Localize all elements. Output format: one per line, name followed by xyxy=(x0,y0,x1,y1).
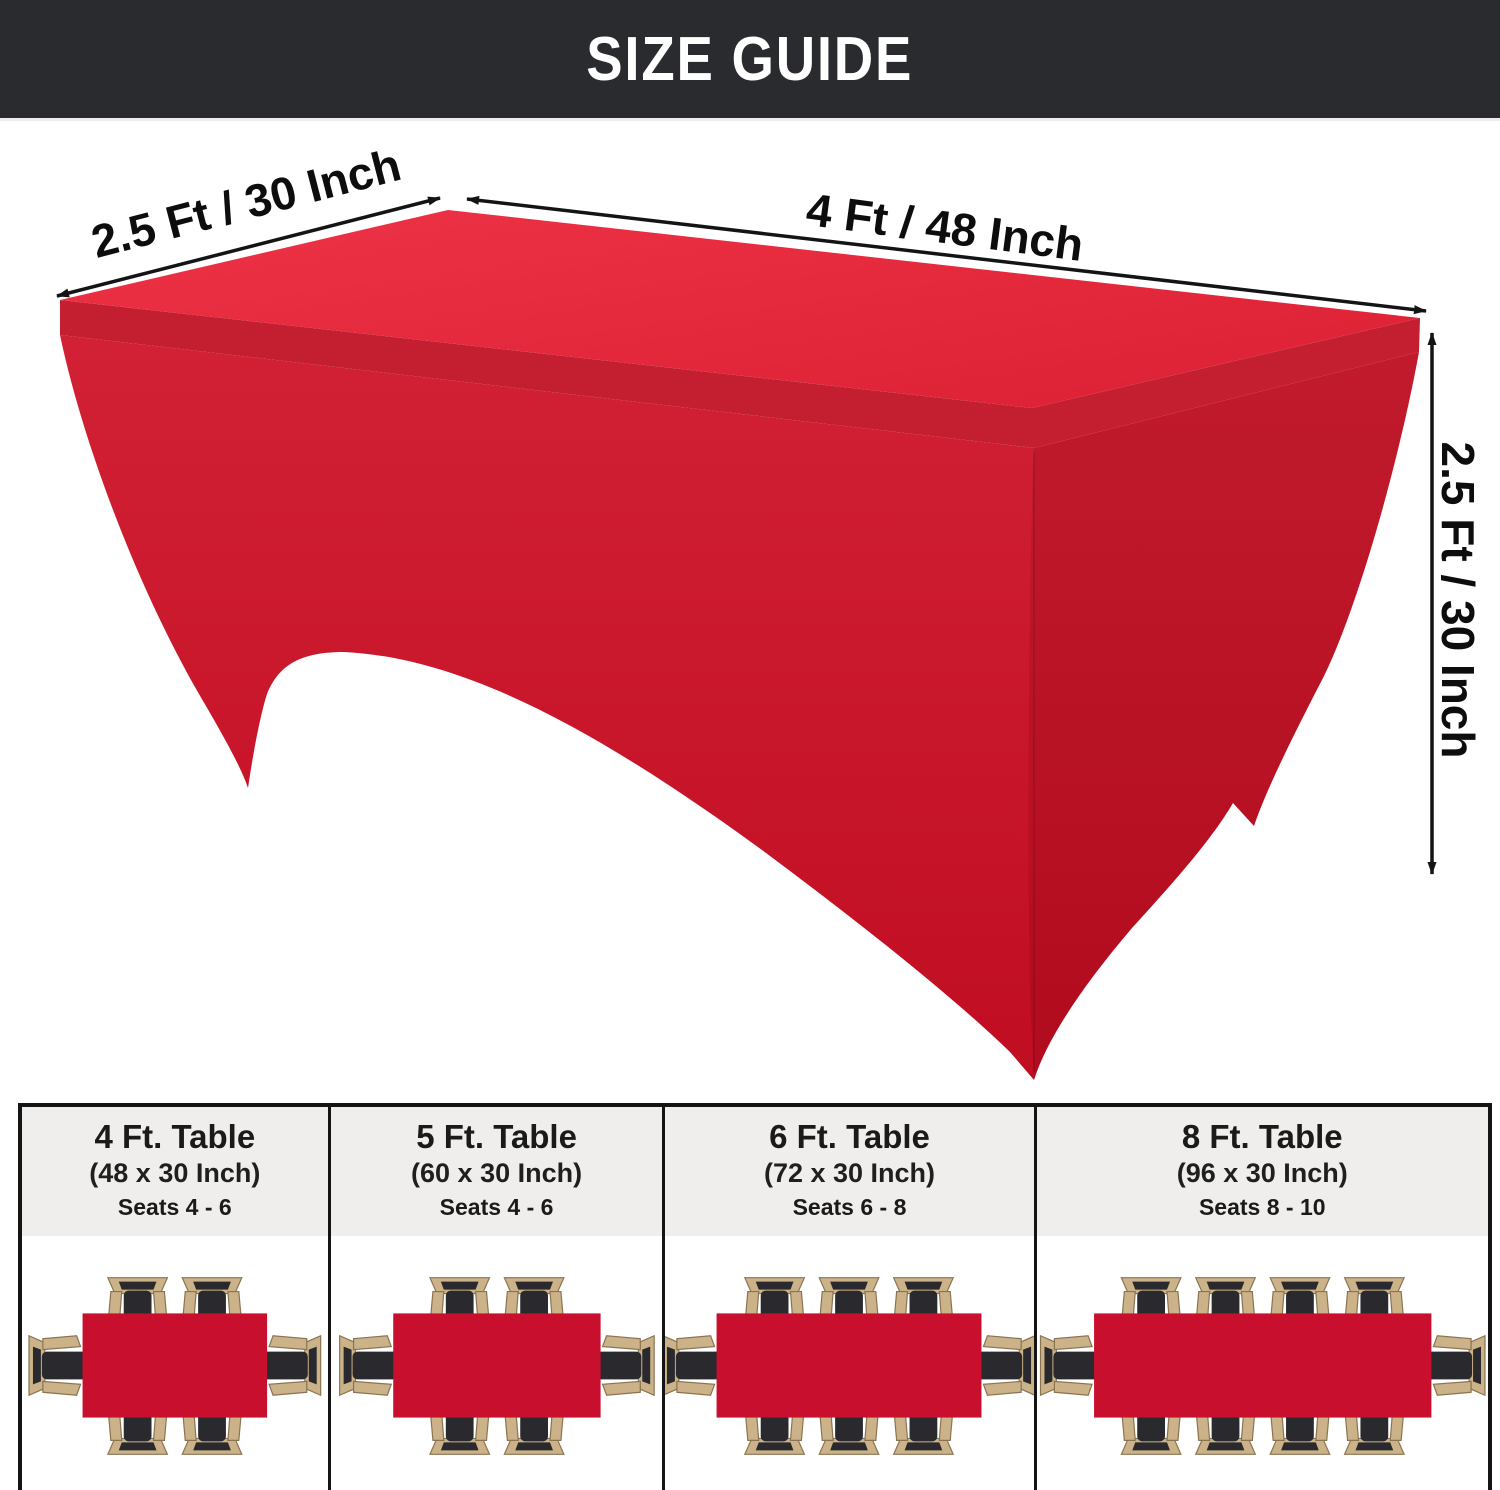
width-arrow xyxy=(56,196,441,298)
table-size-title: 6 Ft. Table xyxy=(769,1118,930,1155)
table-size-dimensions: (72 x 30 Inch) xyxy=(763,1158,936,1189)
height-dimension-label: 2.5 Ft / 30 Inch xyxy=(1432,441,1484,759)
table-top-view xyxy=(665,1236,1034,1490)
table-top-view xyxy=(331,1236,663,1490)
chair-icon xyxy=(581,1334,655,1397)
size-column-header: 5 Ft. Table (60 x 30 Inch) Seats 4 - 6 xyxy=(330,1107,663,1237)
table-rect xyxy=(717,1313,982,1418)
length-arrow xyxy=(466,195,1427,315)
tablecloth-drape xyxy=(60,335,1419,1080)
size-column-header: 8 Ft. Table (96 x 30 Inch) Seats 8 - 10 xyxy=(1036,1107,1488,1237)
table-chairs-icon xyxy=(1039,1277,1486,1455)
table-top-view xyxy=(1037,1236,1488,1490)
table-seats-label: Seats 4 - 6 xyxy=(117,1194,232,1220)
size-column-4ft: 4 Ft. Table (48 x 30 Inch) Seats 4 - 6 xyxy=(22,1107,328,1490)
header-bar: SIZE GUIDE xyxy=(0,0,1500,121)
table-size-dimensions: (60 x 30 Inch) xyxy=(411,1158,583,1189)
table-chairs-icon xyxy=(338,1277,655,1455)
table-rect xyxy=(392,1313,601,1418)
table-size-title: 4 Ft. Table xyxy=(94,1118,256,1155)
table-chairs-icon xyxy=(28,1277,322,1455)
size-column-6ft: 6 Ft. Table (72 x 30 Inch) Seats 6 - 8 xyxy=(662,1107,1034,1490)
table-seats-label: Seats 4 - 6 xyxy=(439,1194,554,1220)
size-column-header: 4 Ft. Table (48 x 30 Inch) Seats 4 - 6 xyxy=(22,1107,328,1237)
table-seats-label: Seats 6 - 8 xyxy=(792,1194,907,1220)
table-seats-label: Seats 8 - 10 xyxy=(1198,1194,1326,1220)
size-chart-panel: 4 Ft. Table (48 x 30 Inch) Seats 4 - 6 5… xyxy=(18,1103,1492,1490)
chair-icon xyxy=(818,1381,881,1455)
tablecloth-hem xyxy=(60,300,1420,448)
size-column-8ft: 8 Ft. Table (96 x 30 Inch) Seats 8 - 10 xyxy=(1033,1107,1488,1490)
table-rect xyxy=(82,1313,268,1418)
table-chairs-icon xyxy=(665,1277,1034,1455)
size-column-header: 6 Ft. Table (72 x 30 Inch) Seats 6 - 8 xyxy=(665,1107,1034,1237)
chair-icon xyxy=(338,1334,412,1397)
table-size-title: 8 Ft. Table xyxy=(1181,1118,1343,1155)
size-column-5ft: 5 Ft. Table (60 x 30 Inch) Seats 4 - 6 xyxy=(327,1107,663,1490)
table-size-dimensions: (96 x 30 Inch) xyxy=(1176,1158,1348,1189)
tablecloth-side-shade xyxy=(1028,352,1419,1080)
table-size-title: 5 Ft. Table xyxy=(416,1118,577,1155)
table-top-view xyxy=(22,1236,328,1490)
page-title: SIZE GUIDE xyxy=(586,24,914,94)
table-size-dimensions: (48 x 30 Inch) xyxy=(89,1158,261,1189)
table-rect xyxy=(1093,1313,1431,1418)
